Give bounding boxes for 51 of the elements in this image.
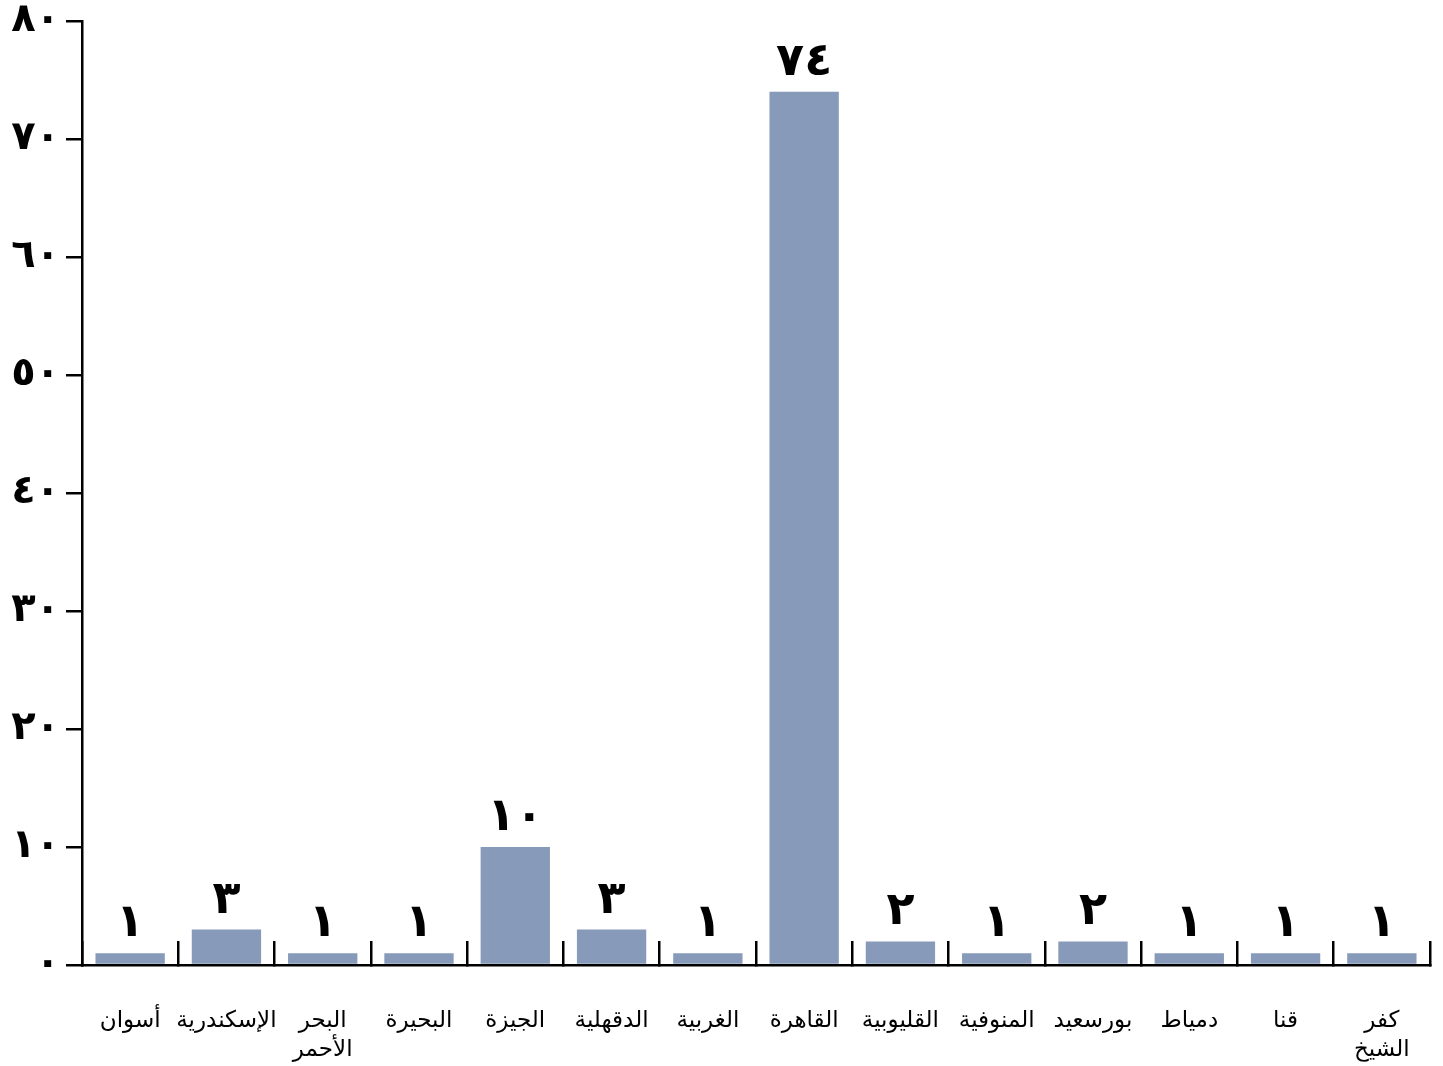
- bar: [95, 953, 165, 964]
- data-label: ١: [116, 893, 145, 948]
- x-tick-label: دمياط: [1160, 1006, 1219, 1033]
- y-tick-label: ٥٠: [11, 348, 60, 395]
- bar: [576, 929, 647, 964]
- data-label: ٢: [1078, 881, 1108, 936]
- x-tick-label: البحيرة: [385, 1006, 453, 1034]
- bar: [1347, 953, 1417, 964]
- y-tick-label: ٧٠: [11, 112, 60, 159]
- x-tick-label: أسوان: [99, 1004, 161, 1034]
- data-label: ١٠: [487, 786, 544, 841]
- x-tick-label: الجيزة: [485, 1006, 546, 1034]
- data-label: ٧٤: [776, 31, 833, 86]
- x-tick-label: الغربية: [676, 1006, 740, 1034]
- data-label: ١: [982, 893, 1011, 948]
- data-label: ١: [308, 893, 337, 948]
- data-label: ٢: [886, 881, 915, 936]
- bar: [865, 941, 936, 964]
- x-tick-label: القليوبية: [861, 1006, 940, 1034]
- bar: [962, 953, 1032, 964]
- x-tick-label: البحر الأحمر: [291, 1006, 353, 1063]
- data-label: ١: [693, 893, 722, 948]
- y-tick-label: ٣٠: [11, 584, 60, 631]
- bar: [191, 929, 262, 964]
- x-tick-label: كفر الشيخ: [1354, 1006, 1410, 1063]
- y-tick-label: ٨٠: [11, 0, 60, 41]
- data-label: ١: [1175, 893, 1204, 948]
- bar: [480, 847, 550, 964]
- bar: [288, 953, 358, 964]
- y-tick-label: ٠: [35, 938, 60, 985]
- x-tick-label: قنا: [1273, 1006, 1299, 1033]
- data-label: ٣: [212, 869, 241, 924]
- x-tick-label: المنوفية: [958, 1006, 1035, 1034]
- bar: [673, 953, 743, 964]
- bar: [1250, 953, 1321, 964]
- data-label: ١: [1367, 893, 1396, 948]
- y-tick-label: ١٠: [11, 820, 60, 867]
- x-tick-label: القاهرة: [769, 1006, 839, 1034]
- data-label: ٣: [597, 869, 626, 924]
- y-tick-label: ٢٠: [11, 702, 60, 749]
- data-label: ١: [1271, 893, 1300, 948]
- bar: [1058, 941, 1128, 964]
- x-tick-label: الإسكندرية: [176, 1006, 277, 1034]
- x-tick-label: بورسعيد: [1053, 1006, 1133, 1034]
- y-tick-label: ٤٠: [11, 466, 60, 513]
- y-tick-label: ٦٠: [11, 230, 60, 277]
- data-label: ١: [404, 893, 434, 948]
- x-tick-label: الدقهلية: [574, 1006, 649, 1034]
- bar: [769, 91, 839, 964]
- bar: [384, 953, 454, 964]
- bar: [1154, 953, 1224, 964]
